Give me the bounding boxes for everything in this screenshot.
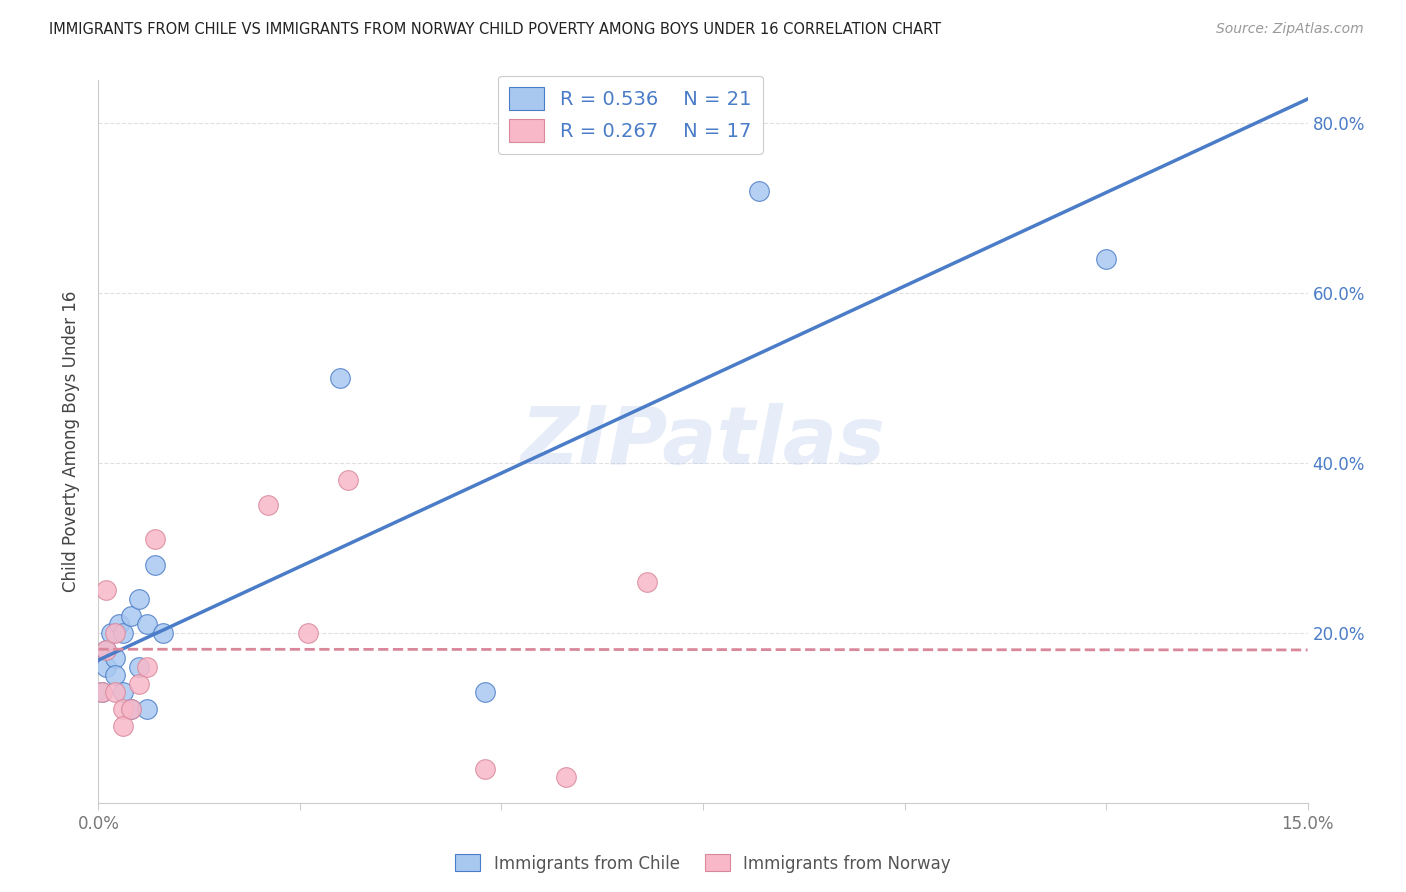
Point [96, 642, 118, 657]
Point [96, 583, 118, 598]
Point [120, 702, 142, 716]
Point [103, 651, 125, 665]
Point [474, 762, 496, 776]
Point [748, 184, 770, 198]
Point [107, 617, 129, 632]
Point [152, 625, 174, 640]
Legend: R = 0.536    N = 21, R = 0.267    N = 17: R = 0.536 N = 21, R = 0.267 N = 17 [498, 76, 763, 153]
Point [329, 371, 352, 385]
Text: Source: ZipAtlas.com: Source: ZipAtlas.com [1216, 22, 1364, 37]
Point [135, 617, 157, 632]
Point [337, 473, 360, 487]
Point [111, 625, 134, 640]
Point [120, 608, 142, 623]
Point [1095, 252, 1118, 266]
Point [555, 770, 578, 784]
Point [256, 498, 278, 512]
Point [128, 660, 150, 674]
Point [91, 685, 114, 699]
Text: ZIPatlas: ZIPatlas [520, 402, 886, 481]
Point [297, 625, 319, 640]
Point [474, 685, 496, 699]
Point [636, 574, 658, 589]
Legend: Immigrants from Chile, Immigrants from Norway: Immigrants from Chile, Immigrants from N… [449, 847, 957, 880]
Point [135, 660, 157, 674]
Point [103, 668, 125, 682]
Point [111, 702, 134, 716]
Point [120, 702, 142, 716]
Point [143, 533, 166, 547]
Point [135, 702, 157, 716]
Point [100, 625, 122, 640]
Point [111, 719, 134, 733]
Point [111, 685, 134, 699]
Point [103, 625, 125, 640]
Point [128, 677, 150, 691]
Point [96, 642, 118, 657]
Point [128, 591, 150, 606]
Point [103, 685, 125, 699]
Text: IMMIGRANTS FROM CHILE VS IMMIGRANTS FROM NORWAY CHILD POVERTY AMONG BOYS UNDER 1: IMMIGRANTS FROM CHILE VS IMMIGRANTS FROM… [49, 22, 942, 37]
Point [143, 558, 166, 572]
Y-axis label: Child Poverty Among Boys Under 16: Child Poverty Among Boys Under 16 [62, 291, 80, 592]
Point [91, 685, 114, 699]
Point [96, 660, 118, 674]
